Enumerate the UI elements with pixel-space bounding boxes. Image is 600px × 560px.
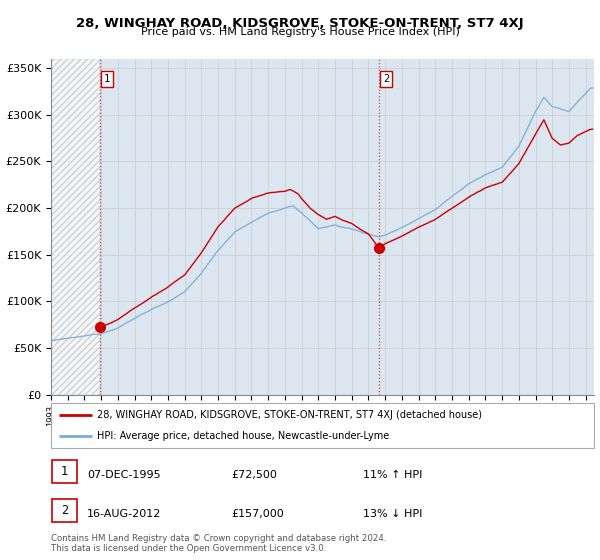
Text: £72,500: £72,500 [231, 470, 277, 480]
Text: Price paid vs. HM Land Registry's House Price Index (HPI): Price paid vs. HM Land Registry's House … [140, 27, 460, 37]
Text: 28, WINGHAY ROAD, KIDSGROVE, STOKE-ON-TRENT, ST7 4XJ (detached house): 28, WINGHAY ROAD, KIDSGROVE, STOKE-ON-TR… [97, 410, 482, 421]
Text: 2: 2 [61, 504, 68, 517]
Text: £157,000: £157,000 [231, 510, 284, 520]
Text: 07-DEC-1995: 07-DEC-1995 [87, 470, 161, 480]
Text: 13% ↓ HPI: 13% ↓ HPI [363, 510, 422, 520]
Bar [52, 499, 77, 522]
Text: 11% ↑ HPI: 11% ↑ HPI [363, 470, 422, 480]
Text: 28, WINGHAY ROAD, KIDSGROVE, STOKE-ON-TRENT, ST7 4XJ: 28, WINGHAY ROAD, KIDSGROVE, STOKE-ON-TR… [76, 17, 524, 30]
Text: 1: 1 [104, 74, 110, 84]
Text: 2: 2 [383, 74, 389, 84]
Bar [52, 460, 77, 483]
Text: 16-AUG-2012: 16-AUG-2012 [87, 510, 161, 520]
Text: HPI: Average price, detached house, Newcastle-under-Lyme: HPI: Average price, detached house, Newc… [97, 431, 389, 441]
Text: 1: 1 [61, 465, 68, 478]
Text: Contains HM Land Registry data © Crown copyright and database right 2024.
This d: Contains HM Land Registry data © Crown c… [51, 534, 386, 553]
